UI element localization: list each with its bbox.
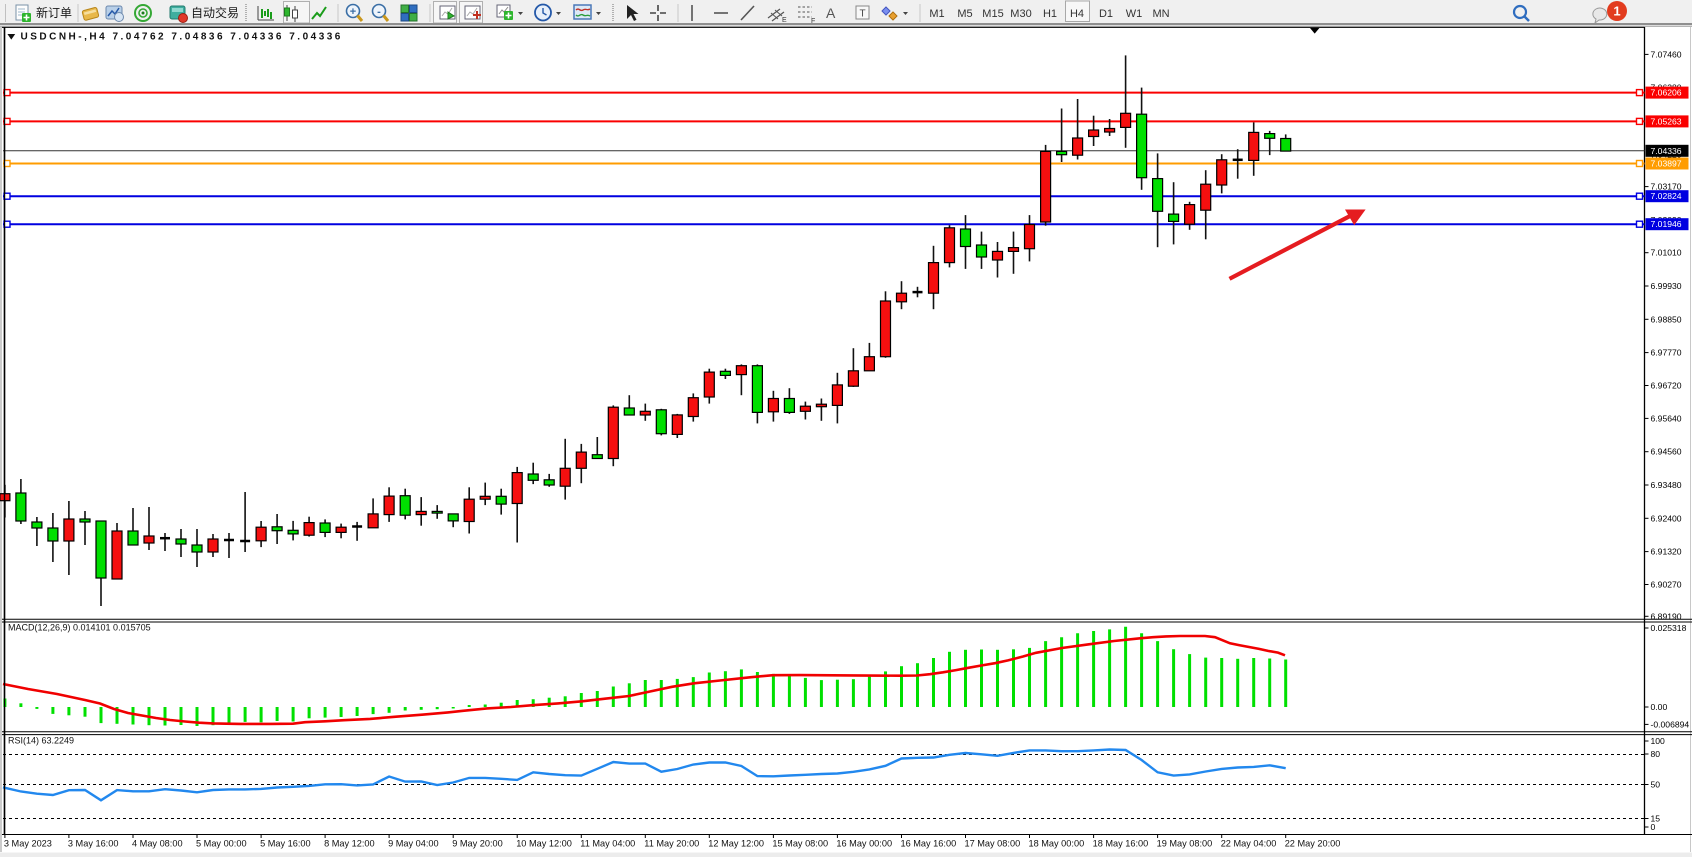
svg-text:6.97770: 6.97770 [1651,348,1682,358]
svg-text:7.03897: 7.03897 [1651,159,1682,169]
svg-text:RSI(14) 63.2249: RSI(14) 63.2249 [8,736,74,746]
svg-text:7.06206: 7.06206 [1651,88,1682,98]
svg-text:19 May 08:00: 19 May 08:00 [1157,839,1213,849]
svg-text:7.05263: 7.05263 [1651,116,1682,126]
svg-text:E: E [782,17,787,24]
svg-text:7.01010: 7.01010 [1651,248,1682,258]
svg-text:6.91320: 6.91320 [1651,547,1682,557]
svg-text:6.98850: 6.98850 [1651,314,1682,324]
svg-text:7.03170: 7.03170 [1651,182,1682,192]
svg-text:7.01946: 7.01946 [1651,219,1682,229]
svg-text:9 May 04:00: 9 May 04:00 [388,839,439,849]
svg-text:15: 15 [1651,814,1661,824]
svg-text:6.99930: 6.99930 [1651,281,1682,291]
svg-text:MN: MN [1152,8,1169,20]
svg-text:17 May 08:00: 17 May 08:00 [965,839,1021,849]
svg-text:+: + [350,6,356,18]
svg-text:3 May 2023: 3 May 2023 [4,839,52,849]
svg-text:22 May 04:00: 22 May 04:00 [1221,839,1277,849]
svg-text:6.89190: 6.89190 [1651,611,1682,621]
svg-text:3 May 16:00: 3 May 16:00 [68,839,119,849]
svg-text:6.93480: 6.93480 [1651,480,1682,490]
svg-text:7.07460: 7.07460 [1651,49,1682,59]
svg-text:H4: H4 [1070,8,1084,20]
svg-text:自动交易: 自动交易 [191,5,239,20]
svg-text:A: A [826,5,836,21]
svg-text:M15: M15 [982,8,1003,20]
svg-text:0.025318: 0.025318 [1651,623,1687,633]
svg-text:5 May 16:00: 5 May 16:00 [260,839,311,849]
svg-text:50: 50 [1651,780,1661,790]
svg-text:D1: D1 [1099,8,1113,20]
svg-text:M30: M30 [1010,8,1031,20]
svg-text:0: 0 [1651,822,1656,832]
svg-text:100: 100 [1651,736,1666,746]
svg-text:M1: M1 [929,8,944,20]
svg-text:F: F [811,18,815,25]
svg-text:7.04336: 7.04336 [1651,146,1682,156]
svg-text:5 May 00:00: 5 May 00:00 [196,839,247,849]
svg-text:10 May 12:00: 10 May 12:00 [516,839,572,849]
svg-text:T: T [860,9,866,20]
svg-text:18 May 16:00: 18 May 16:00 [1093,839,1149,849]
svg-text:6.92400: 6.92400 [1651,513,1682,523]
svg-text:4 May 08:00: 4 May 08:00 [132,839,183,849]
svg-text:新订单: 新订单 [36,5,72,20]
svg-text:0.00: 0.00 [1651,702,1668,712]
svg-text:9 May 20:00: 9 May 20:00 [452,839,503,849]
svg-text:M5: M5 [957,8,972,20]
svg-text:MACD(12,26,9) 0.014101 0.01570: MACD(12,26,9) 0.014101 0.015705 [8,623,151,633]
svg-text:12 May 12:00: 12 May 12:00 [708,839,764,849]
svg-text:6.96720: 6.96720 [1651,381,1682,391]
svg-text:16 May 16:00: 16 May 16:00 [901,839,957,849]
svg-text:USDCNH-,H4 7.04762 7.04836 7.: USDCNH-,H4 7.04762 7.04836 7.04336 7.043… [21,31,343,42]
svg-text:11 May 20:00: 11 May 20:00 [644,839,699,849]
svg-text:6.95640: 6.95640 [1651,413,1682,423]
svg-text:8 May 12:00: 8 May 12:00 [324,839,375,849]
svg-text:15 May 08:00: 15 May 08:00 [772,839,828,849]
svg-text:-: - [377,6,381,18]
svg-text:7.02824: 7.02824 [1651,191,1682,201]
svg-text:-0.006894: -0.006894 [1651,719,1690,729]
svg-text:80: 80 [1651,749,1661,759]
svg-text:1: 1 [1613,4,1620,19]
svg-text:11 May 04:00: 11 May 04:00 [580,839,635,849]
svg-text:H1: H1 [1043,8,1057,20]
svg-text:6.94560: 6.94560 [1651,447,1682,457]
svg-text:6.90270: 6.90270 [1651,580,1682,590]
svg-text:18 May 00:00: 18 May 00:00 [1029,839,1085,849]
svg-text:16 May 00:00: 16 May 00:00 [836,839,892,849]
svg-text:W1: W1 [1126,8,1143,20]
svg-text:22 May 20:00: 22 May 20:00 [1285,839,1341,849]
